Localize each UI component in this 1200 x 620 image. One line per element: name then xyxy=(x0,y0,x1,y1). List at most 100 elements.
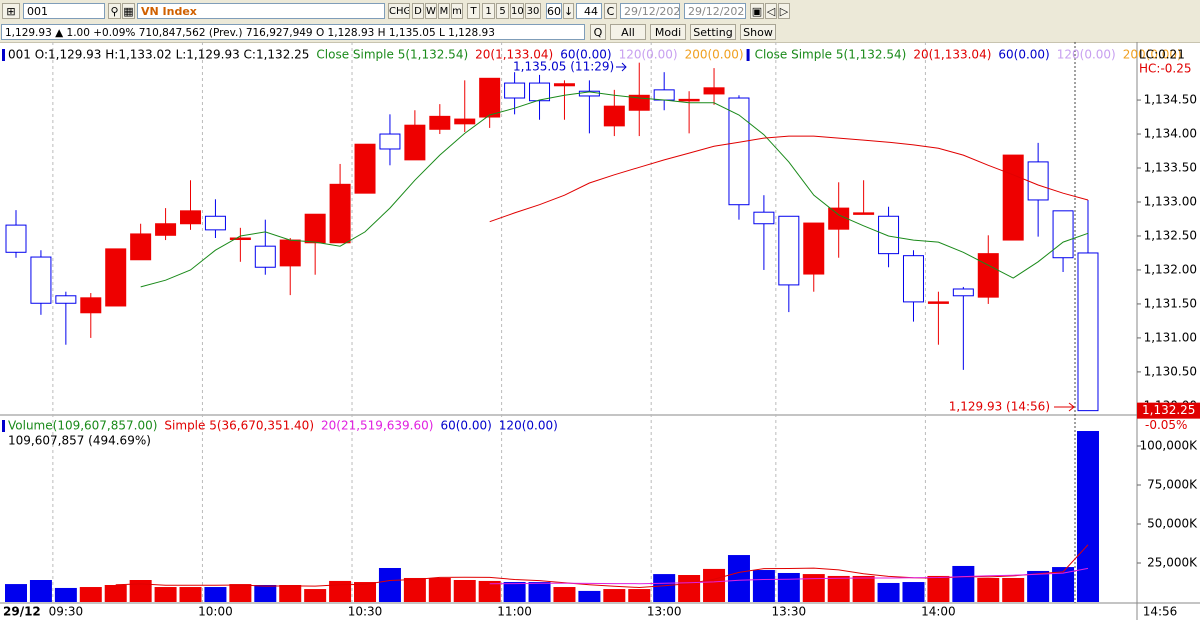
volume-bar xyxy=(329,580,352,602)
toolbar-button[interactable]: W xyxy=(425,3,437,19)
toolbar-button[interactable]: CHG xyxy=(388,3,410,19)
toolbar-button[interactable]: 5 xyxy=(496,3,509,19)
y-tick-label: 25,000K xyxy=(1147,556,1198,570)
search-icon[interactable]: ⚲ xyxy=(108,3,121,19)
candle-body xyxy=(977,253,999,298)
forward-icon[interactable]: ▷ xyxy=(778,3,790,19)
candle-body xyxy=(254,245,276,268)
symbol-input[interactable]: 001 xyxy=(23,3,105,19)
y-tick-label: 1,130.50 xyxy=(1144,364,1197,378)
volume-bar xyxy=(553,587,576,602)
volume-bar xyxy=(5,584,27,602)
last-change-label: -0.05% xyxy=(1145,418,1187,432)
x-tick-label: 13:00 xyxy=(647,605,682,619)
candle-body xyxy=(204,215,226,231)
legend-item: 120(0.00) xyxy=(499,419,558,433)
y-tick-label: 1,131.50 xyxy=(1144,296,1197,310)
candle-body xyxy=(229,237,251,241)
y-tick-label: 100,000K xyxy=(1140,439,1199,453)
candle-body xyxy=(5,224,27,253)
x-tick-label: 10:30 xyxy=(348,605,383,619)
volume-bar xyxy=(578,590,601,602)
toolbar-button[interactable]: 30 xyxy=(525,3,541,19)
find-icon[interactable]: ▦ xyxy=(122,3,135,19)
toolbar-button[interactable]: M xyxy=(438,3,450,19)
grid-icon[interactable]: ⊞ xyxy=(2,3,20,19)
candle-body xyxy=(479,77,501,118)
toolbar-button[interactable]: D xyxy=(412,3,424,19)
y-tick-label: 75,000K xyxy=(1147,478,1198,492)
volume-bar xyxy=(254,584,277,602)
y-tick-label: 1,132.50 xyxy=(1144,228,1197,242)
info-button[interactable]: All xyxy=(610,24,646,40)
volume-bar xyxy=(752,570,775,602)
toolbar-button[interactable]: T xyxy=(467,3,480,19)
volume-bar xyxy=(1052,567,1075,602)
down-arrow[interactable]: ↓ xyxy=(563,3,574,19)
save-icon[interactable]: ▣ xyxy=(750,3,764,19)
candle-body xyxy=(504,82,526,99)
last-time-label: 14:56 xyxy=(1143,605,1178,619)
last-price-label: 1,132.25 xyxy=(1142,403,1195,417)
legend-item: 20(1,133.04) xyxy=(475,48,553,62)
ma-line xyxy=(140,91,1089,288)
candle-body xyxy=(778,215,800,286)
interval-select[interactable]: 60 xyxy=(546,3,562,19)
y-tick-label: 50,000K xyxy=(1147,517,1198,531)
candle-body xyxy=(803,222,825,275)
c-button[interactable]: C xyxy=(604,3,617,19)
legend-item: 20(21,519,639.60) xyxy=(321,419,433,433)
candle-body xyxy=(878,215,900,255)
index-name: VN Index xyxy=(137,3,385,19)
ma-line xyxy=(489,567,1089,585)
volume-bar xyxy=(852,575,875,602)
candle-body xyxy=(927,301,949,304)
legend-item: Close Simple 5(1,132.54) xyxy=(755,48,907,62)
toolbar-button[interactable]: m xyxy=(451,3,463,19)
date-from[interactable]: 29/12/202 xyxy=(620,3,680,19)
count-input[interactable]: 44 xyxy=(576,3,602,19)
candle-body xyxy=(454,118,476,125)
back-icon[interactable]: ◁ xyxy=(765,3,777,19)
y-tick-label: 1,132.00 xyxy=(1144,262,1197,276)
volume-bar xyxy=(503,582,526,602)
info-button[interactable]: Modi xyxy=(650,24,686,40)
ma-line xyxy=(489,135,1089,223)
toolbar-button[interactable]: 1 xyxy=(482,3,495,19)
candle-body xyxy=(354,143,376,194)
volume-bar xyxy=(179,587,202,602)
candle-body xyxy=(1052,210,1074,259)
legend-marker xyxy=(2,49,5,61)
legend-item: 001 O:1,129.93 H:1,133.02 L:1,129.93 C:1… xyxy=(8,48,309,62)
legend-marker xyxy=(2,420,5,432)
candle-body xyxy=(628,94,650,111)
info-button[interactable]: Show xyxy=(740,24,776,40)
volume-bar xyxy=(528,582,551,602)
volume-bar xyxy=(703,568,726,602)
info-button[interactable]: Setting xyxy=(690,24,736,40)
date-to[interactable]: 29/12/202 xyxy=(684,3,746,19)
candle-body xyxy=(828,207,850,230)
volume-bar xyxy=(354,582,377,602)
candle-body xyxy=(853,212,875,215)
x-tick-label: 13:30 xyxy=(772,605,807,619)
volume-bar xyxy=(802,574,825,602)
volume-bar xyxy=(129,580,152,602)
volume-bar xyxy=(827,575,850,602)
high-arrow xyxy=(616,62,627,72)
volume-bar xyxy=(1076,431,1099,602)
low-annotation: 1,129.93 (14:56) xyxy=(949,400,1050,414)
volume-bar xyxy=(204,587,227,602)
legend-item: 20(1,133.04) xyxy=(913,48,991,62)
volume-sub-label: 109,607,857 (494.69%) xyxy=(8,434,151,448)
info-button[interactable]: Q xyxy=(590,24,606,40)
candle-body xyxy=(728,97,750,206)
volume-bar xyxy=(902,582,925,602)
candle-body xyxy=(105,248,127,307)
legend-item: 60(0.00) xyxy=(560,48,611,62)
last-price-tag xyxy=(1137,402,1200,419)
toolbar-button[interactable]: 10 xyxy=(510,3,524,19)
y-tick-label: 1,133.00 xyxy=(1144,194,1197,208)
